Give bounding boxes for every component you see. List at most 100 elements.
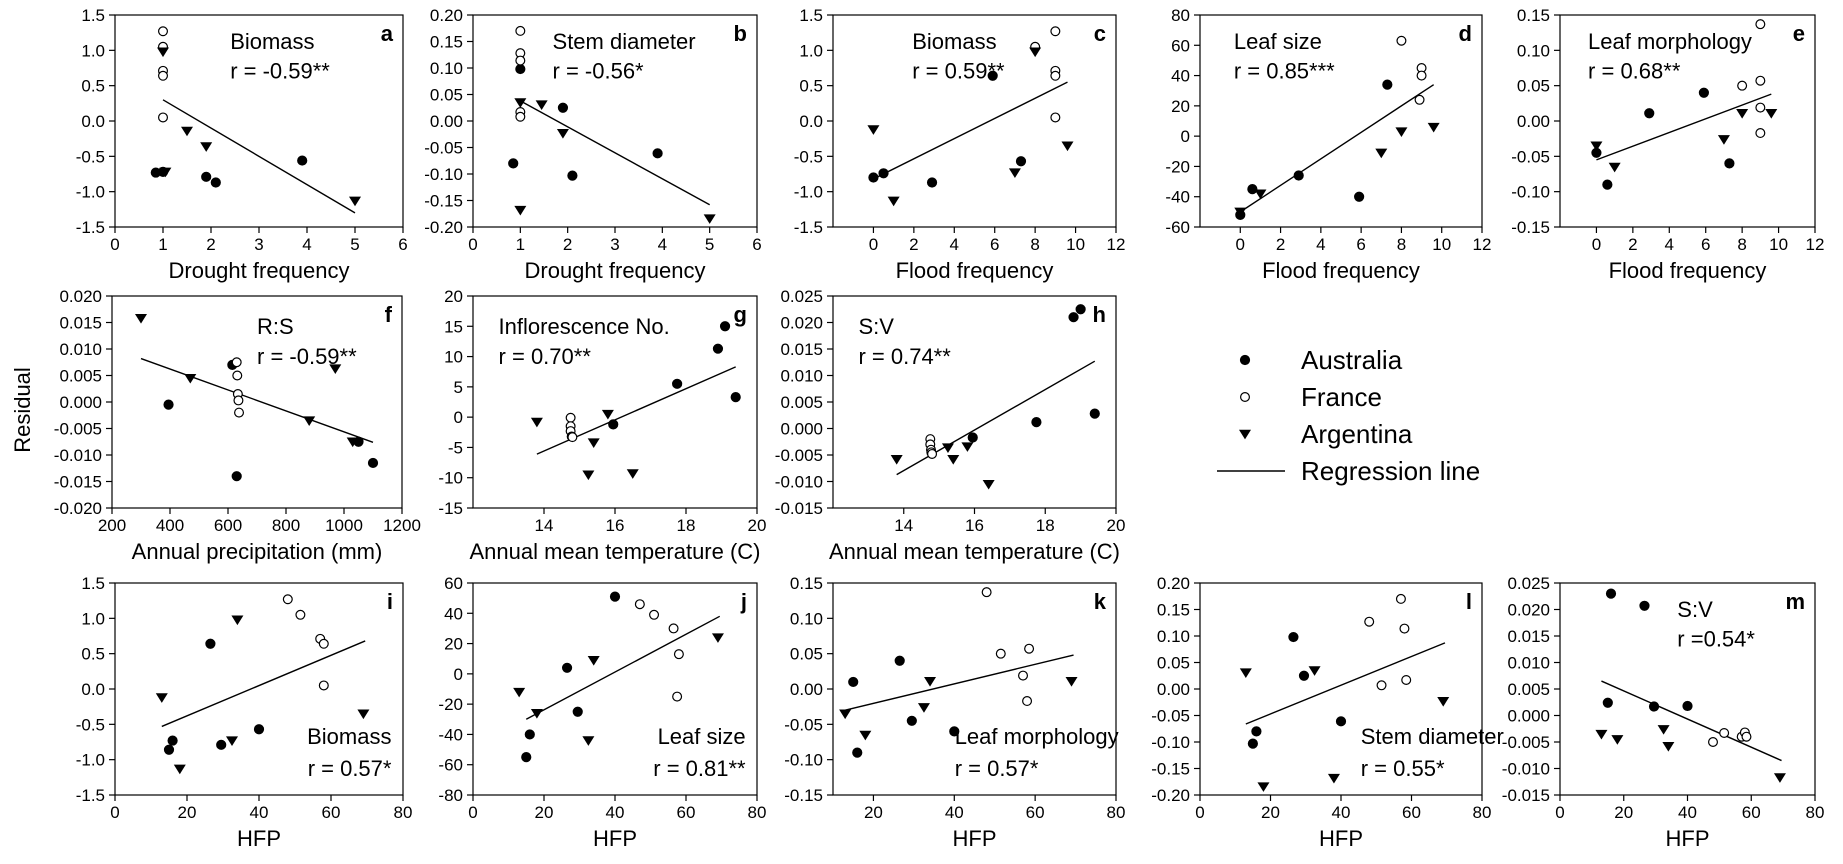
point-argentina — [226, 736, 238, 746]
point-argentina — [1590, 141, 1603, 152]
y-tick-label: 0.00 — [430, 112, 463, 131]
point-australia — [719, 321, 731, 332]
y-tick-label: 0.010 — [1507, 654, 1550, 673]
point-argentina — [1773, 773, 1786, 783]
correlation-label: r = 0.85*** — [1234, 59, 1335, 84]
y-tick-label: 60 — [1171, 36, 1190, 55]
y-tick-label: 0.15 — [1157, 601, 1190, 620]
x-tick-label: 12 — [1806, 235, 1825, 254]
y-tick-label: 0.005 — [59, 367, 102, 386]
y-tick-label: 0.000 — [1507, 707, 1550, 726]
y-tick-label: 0.20 — [1157, 574, 1190, 593]
point-argentina — [530, 709, 543, 719]
point-australia — [852, 747, 863, 758]
point-australia — [367, 457, 379, 469]
point-australia — [1251, 726, 1262, 737]
panel-letter: j — [740, 589, 747, 614]
x-tick-label: 0 — [1236, 235, 1245, 254]
point-australia — [712, 343, 724, 354]
x-tick-label: 60 — [1742, 803, 1761, 822]
x-tick-label: 6 — [1356, 235, 1365, 254]
y-tick-label: -60 — [1165, 218, 1190, 237]
y-tick-label: 80 — [1171, 6, 1190, 25]
point-france — [515, 111, 526, 122]
point-argentina — [1595, 729, 1608, 740]
y-tick-label: 0.0 — [81, 680, 105, 699]
y-tick-label: -60 — [438, 756, 463, 775]
point-france — [1707, 736, 1718, 747]
point-australia — [163, 744, 175, 755]
x-tick-label: 0 — [869, 235, 878, 254]
point-argentina — [917, 703, 930, 713]
y-tick-label: -0.20 — [1151, 786, 1190, 805]
y-tick-label: 0.5 — [799, 77, 823, 96]
x-axis-title: HFP — [237, 826, 281, 851]
point-australia — [201, 171, 212, 182]
y-tick-label: -1.0 — [794, 183, 823, 202]
y-tick-label: -0.5 — [794, 147, 823, 166]
point-france — [1022, 696, 1033, 707]
x-tick-label: 20 — [1261, 803, 1280, 822]
point-france — [1719, 727, 1730, 738]
regression-line — [896, 360, 1096, 476]
x-tick-label: 4 — [1665, 235, 1674, 254]
point-argentina — [887, 196, 900, 207]
point-argentina — [839, 709, 852, 720]
point-australia — [1724, 158, 1735, 169]
point-france — [673, 649, 684, 660]
y-tick-label: 0 — [1181, 127, 1190, 146]
y-tick-label: 1.5 — [81, 6, 105, 25]
point-argentina — [1065, 677, 1078, 687]
point-argentina — [601, 409, 614, 420]
point-france — [1396, 35, 1407, 46]
x-tick-label: 4 — [302, 235, 311, 254]
x-tick-label: 1000 — [325, 516, 363, 535]
point-australia — [572, 706, 583, 717]
point-argentina — [349, 196, 361, 207]
point-argentina — [703, 214, 716, 224]
y-tick-label: 0.05 — [430, 86, 463, 105]
point-argentina — [556, 128, 569, 139]
panel-letter: g — [734, 302, 747, 327]
y-tick-label: 15 — [444, 317, 463, 336]
panel-h: 14 16 18 20 -0.015 -0.010 -0.005 0.000 0.005 0.01… — [775, 287, 1126, 564]
y-tick-label: -5 — [448, 438, 463, 457]
plot-frame — [1199, 14, 1483, 228]
x-tick-label: 0 — [1195, 803, 1204, 822]
y-tick-label: -0.05 — [784, 715, 823, 734]
correlation-label: r = -0.59** — [230, 59, 330, 84]
point-australia — [1648, 701, 1660, 712]
y-tick-label: 0.015 — [59, 314, 102, 333]
regression-line — [844, 654, 1074, 711]
point-australia — [216, 739, 227, 750]
y-tick-label: 0.10 — [1517, 41, 1550, 60]
point-france — [233, 395, 244, 406]
x-tick-label: 3 — [254, 235, 263, 254]
x-tick-label: 10 — [1066, 235, 1085, 254]
y-tick-label: 0.20 — [430, 6, 463, 25]
x-tick-label: 2 — [1276, 235, 1285, 254]
x-tick-label: 18 — [1036, 516, 1055, 535]
panel-i: 0 20 40 60 80 -1.5 -1.0 -0.5 0.0 0.5 1.0 1.5 HFP Biom… — [76, 574, 413, 851]
y-tick-label: 1.5 — [81, 574, 105, 593]
y-tick-label: -0.15 — [784, 786, 823, 805]
y-tick-label: -0.10 — [1511, 183, 1550, 202]
panel-a: 0 1 2 3 4 5 6 -1.5 -1.0 -0.5 0.0 0.5 1.0 1.5 Drought f… — [76, 6, 408, 283]
y-tick-label: 0.015 — [780, 340, 823, 359]
point-australia — [987, 70, 998, 81]
point-france — [927, 448, 938, 459]
trait-label: Leaf morphology — [1588, 29, 1752, 54]
x-axis-title: Flood frequency — [1262, 258, 1420, 283]
point-australia — [1031, 417, 1042, 428]
y-tick-label: -0.10 — [784, 751, 823, 770]
y-tick-label: -1.5 — [794, 218, 823, 237]
correlation-label: r = 0.70** — [499, 344, 592, 369]
y-tick-label: -20 — [1165, 157, 1190, 176]
y-tick-label: 0 — [454, 665, 463, 684]
point-argentina — [1061, 141, 1074, 152]
panel-letter: m — [1785, 589, 1805, 614]
point-argentina — [941, 443, 954, 453]
x-tick-label: 400 — [156, 516, 184, 535]
y-tick-label: -20 — [438, 695, 463, 714]
